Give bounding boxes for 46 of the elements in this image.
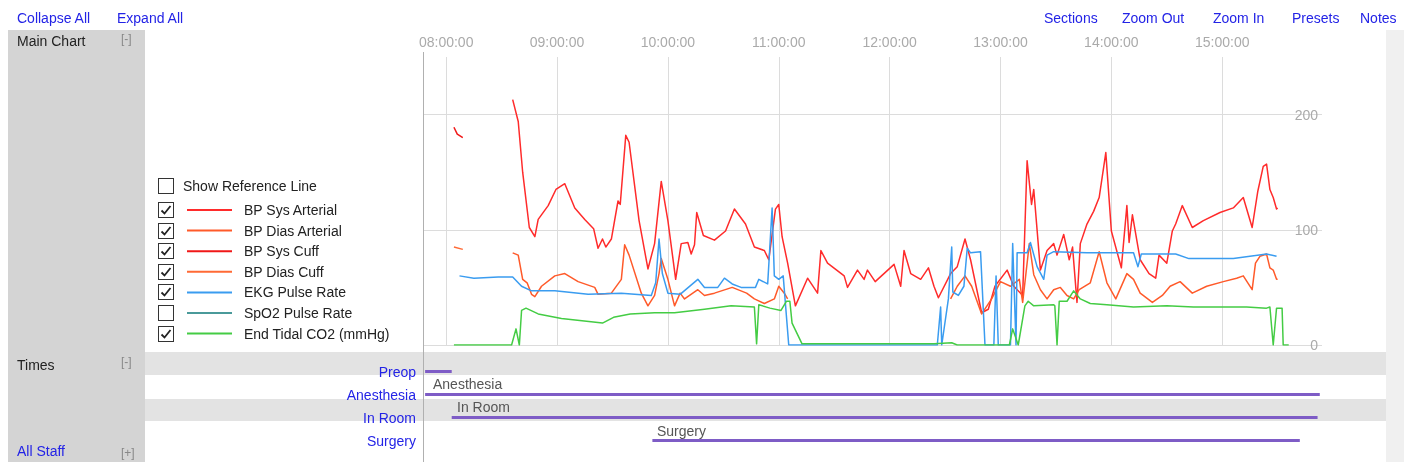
bar (425, 393, 1320, 396)
text: All Staff (17, 443, 65, 459)
text: Expand All (117, 10, 184, 26)
text: Zoom Out (1122, 10, 1185, 26)
x-tick-label: 08:00:00 (418, 34, 474, 50)
text: [-] (121, 31, 132, 47)
annotation: In Room (457, 399, 510, 415)
text: [-] (121, 354, 132, 370)
legend-label: BP Dias Arterial (244, 222, 342, 239)
bar (425, 370, 452, 373)
text: Show Reference Line (183, 178, 317, 194)
text: Main Chart (17, 33, 86, 49)
legend-label: End Tidal CO2 (mmHg) (244, 325, 390, 342)
text: Times (17, 357, 55, 373)
x-tick-label: 11:00:00 (752, 34, 806, 50)
bar (652, 439, 1300, 442)
legend-label: BP Sys Cuff (244, 243, 320, 260)
bar (451, 416, 1318, 419)
x-tick-label: 15:00:00 (1194, 34, 1250, 50)
text: Zoom In (1213, 10, 1265, 26)
x-tick-label: 09:00:00 (529, 34, 585, 50)
x-tick-label: 10:00:00 (640, 34, 696, 50)
annotation: Anesthesia (433, 376, 503, 392)
text: Sections (1044, 10, 1098, 26)
annotation: Surgery (657, 423, 707, 439)
y-tick-label: In Room (363, 409, 416, 426)
x-tick-label: 13:00:00 (973, 34, 1028, 50)
line-series (458, 207, 1278, 346)
y-tick-label: Anesthesia (346, 386, 417, 403)
y-tick-label: Surgery (366, 432, 416, 449)
y-tick-label: 0 (1310, 337, 1319, 353)
y-tick-label: 200 (1294, 106, 1319, 123)
text: [+] (121, 445, 135, 461)
legend-label: BP Sys Arterial (244, 202, 338, 218)
text: Presets (1292, 10, 1340, 26)
y-tick-label: Preop (378, 363, 417, 380)
x-tick-label: 14:00:00 (1084, 34, 1139, 50)
y-tick-label: 100 (1294, 221, 1319, 238)
legend-label: EKG Pulse Rate (244, 284, 347, 301)
legend-label: BP Dias Cuff (244, 263, 324, 280)
x-tick-label: 12:00:00 (862, 34, 918, 50)
text: Collapse All (17, 10, 91, 26)
legend-label: SpO2 Pulse Rate (244, 305, 353, 321)
line-series (453, 290, 1290, 346)
text: Notes (1360, 10, 1397, 26)
line-series (511, 98, 1279, 314)
